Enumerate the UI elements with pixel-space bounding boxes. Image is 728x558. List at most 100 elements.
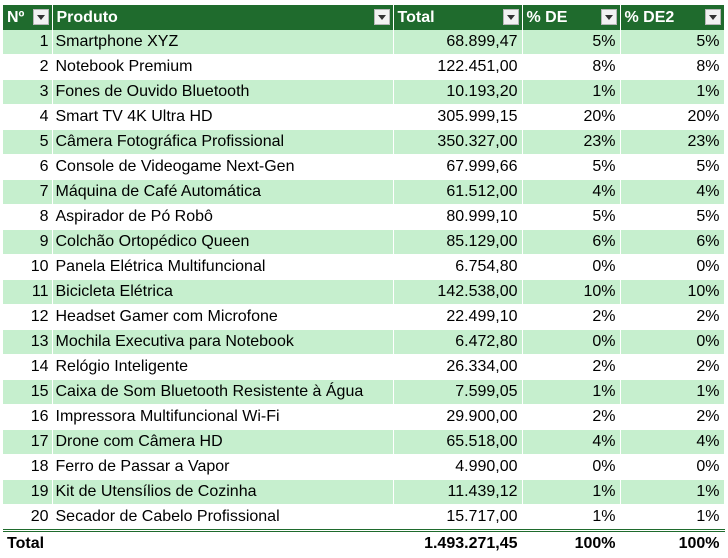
cell-produto[interactable]: Bicicleta Elétrica [52, 279, 394, 305]
cell-de2[interactable]: 5% [620, 204, 725, 230]
cell-de[interactable]: 2% [522, 404, 621, 430]
cell-total[interactable]: 11.439,12 [393, 479, 523, 505]
cell-num[interactable]: 4 [3, 104, 53, 130]
header-num[interactable]: Nº [3, 5, 53, 30]
cell-total[interactable]: 6.472,80 [393, 329, 523, 355]
cell-de2[interactable]: 1% [620, 504, 725, 531]
header-de2[interactable]: % DE2 [620, 5, 725, 30]
cell-num[interactable]: 15 [3, 379, 53, 405]
cell-de[interactable]: 1% [522, 479, 621, 505]
cell-total[interactable]: 122.451,00 [393, 54, 523, 80]
header-produto[interactable]: Produto [52, 5, 394, 30]
cell-de[interactable]: 1% [522, 79, 621, 105]
cell-produto[interactable]: Notebook Premium [52, 54, 394, 80]
cell-de2[interactable]: 1% [620, 379, 725, 405]
cell-produto[interactable]: Smart TV 4K Ultra HD [52, 104, 394, 130]
cell-de[interactable]: 6% [522, 229, 621, 255]
filter-dropdown-de[interactable] [600, 9, 617, 25]
cell-de2[interactable]: 2% [620, 354, 725, 380]
cell-produto[interactable]: Ferro de Passar a Vapor [52, 454, 394, 480]
cell-de[interactable]: 5% [522, 154, 621, 180]
cell-de[interactable]: 2% [522, 354, 621, 380]
cell-total[interactable]: 61.512,00 [393, 179, 523, 205]
cell-de2[interactable]: 1% [620, 79, 725, 105]
cell-num[interactable]: 13 [3, 329, 53, 355]
cell-num[interactable]: 16 [3, 404, 53, 430]
cell-de2[interactable]: 10% [620, 279, 725, 305]
cell-num[interactable]: 12 [3, 304, 53, 330]
cell-de[interactable]: 23% [522, 129, 621, 155]
cell-num[interactable]: 11 [3, 279, 53, 305]
cell-de2[interactable]: 2% [620, 304, 725, 330]
cell-total[interactable]: 15.717,00 [393, 504, 523, 531]
cell-total[interactable]: 22.499,10 [393, 304, 523, 330]
cell-de2[interactable]: 1% [620, 479, 725, 505]
cell-de[interactable]: 20% [522, 104, 621, 130]
cell-total[interactable]: 10.193,20 [393, 79, 523, 105]
cell-de2[interactable]: 0% [620, 454, 725, 480]
cell-produto[interactable]: Relógio Inteligente [52, 354, 394, 380]
cell-num[interactable]: 2 [3, 54, 53, 80]
cell-de[interactable]: 5% [522, 30, 621, 55]
cell-num[interactable]: 5 [3, 129, 53, 155]
cell-de[interactable]: 1% [522, 504, 621, 531]
cell-num[interactable]: 7 [3, 179, 53, 205]
cell-de[interactable]: 4% [522, 429, 621, 455]
cell-produto[interactable]: Caixa de Som Bluetooth Resistente à Água [52, 379, 394, 405]
cell-de[interactable]: 1% [522, 379, 621, 405]
filter-dropdown-total[interactable] [502, 9, 519, 25]
cell-num[interactable]: 20 [3, 504, 53, 531]
cell-produto[interactable]: Panela Elétrica Multifuncional [52, 254, 394, 280]
cell-total[interactable]: 26.334,00 [393, 354, 523, 380]
cell-total[interactable]: 65.518,00 [393, 429, 523, 455]
cell-total[interactable]: 29.900,00 [393, 404, 523, 430]
header-total[interactable]: Total [393, 5, 523, 30]
cell-produto[interactable]: Câmera Fotográfica Profissional [52, 129, 394, 155]
total-de2[interactable]: 100% [620, 529, 725, 556]
cell-de[interactable]: 8% [522, 54, 621, 80]
cell-num[interactable]: 9 [3, 229, 53, 255]
cell-de2[interactable]: 2% [620, 404, 725, 430]
filter-dropdown-num[interactable] [32, 9, 49, 25]
cell-produto[interactable]: Impressora Multifuncional Wi-Fi [52, 404, 394, 430]
filter-dropdown-produto[interactable] [373, 9, 390, 25]
cell-produto[interactable]: Kit de Utensílios de Cozinha [52, 479, 394, 505]
cell-produto[interactable]: Drone com Câmera HD [52, 429, 394, 455]
cell-de2[interactable]: 20% [620, 104, 725, 130]
cell-num[interactable]: 10 [3, 254, 53, 280]
cell-produto[interactable]: Smartphone XYZ [52, 30, 394, 55]
total-sum[interactable]: 1.493.271,45 [393, 529, 523, 556]
cell-de2[interactable]: 5% [620, 154, 725, 180]
header-de[interactable]: % DE [522, 5, 621, 30]
cell-total[interactable]: 68.899,47 [393, 30, 523, 55]
cell-de2[interactable]: 8% [620, 54, 725, 80]
total-label[interactable]: Total [3, 529, 394, 556]
cell-produto[interactable]: Console de Videogame Next-Gen [52, 154, 394, 180]
cell-num[interactable]: 18 [3, 454, 53, 480]
cell-total[interactable]: 80.999,10 [393, 204, 523, 230]
cell-num[interactable]: 14 [3, 354, 53, 380]
cell-total[interactable]: 6.754,80 [393, 254, 523, 280]
cell-num[interactable]: 19 [3, 479, 53, 505]
cell-num[interactable]: 6 [3, 154, 53, 180]
cell-total[interactable]: 4.990,00 [393, 454, 523, 480]
cell-de[interactable]: 5% [522, 204, 621, 230]
cell-de2[interactable]: 23% [620, 129, 725, 155]
cell-de[interactable]: 0% [522, 254, 621, 280]
cell-produto[interactable]: Colchão Ortopédico Queen [52, 229, 394, 255]
cell-de[interactable]: 4% [522, 179, 621, 205]
cell-de2[interactable]: 6% [620, 229, 725, 255]
cell-de2[interactable]: 4% [620, 429, 725, 455]
cell-total[interactable]: 7.599,05 [393, 379, 523, 405]
cell-produto[interactable]: Mochila Executiva para Notebook [52, 329, 394, 355]
cell-num[interactable]: 8 [3, 204, 53, 230]
filter-dropdown-de2[interactable] [704, 9, 721, 25]
cell-de2[interactable]: 0% [620, 254, 725, 280]
cell-total[interactable]: 142.538,00 [393, 279, 523, 305]
cell-num[interactable]: 3 [3, 79, 53, 105]
cell-de[interactable]: 2% [522, 304, 621, 330]
cell-de2[interactable]: 5% [620, 30, 725, 55]
total-de[interactable]: 100% [522, 529, 621, 556]
cell-num[interactable]: 1 [3, 30, 53, 55]
cell-de[interactable]: 10% [522, 279, 621, 305]
